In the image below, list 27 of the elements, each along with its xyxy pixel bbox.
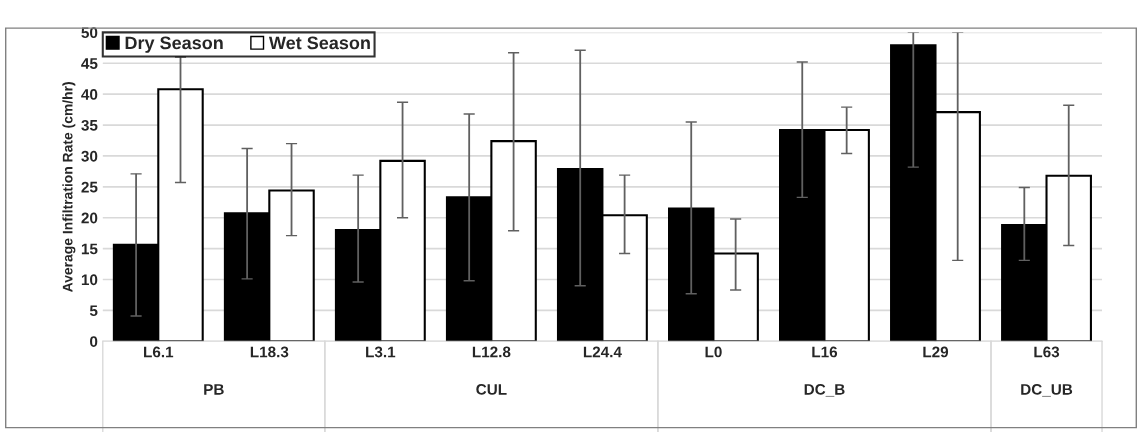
x-tick-label: L0 — [705, 346, 722, 358]
y-tick-label: 10 — [81, 274, 98, 286]
y-tick-label: 5 — [89, 305, 98, 317]
y-tick-label: 45 — [81, 58, 98, 69]
y-tick-label: 40 — [81, 89, 98, 100]
x-tick-label: L6.1 — [144, 346, 174, 358]
text: DC_UB — [1021, 383, 1073, 397]
y-tick-label: 50 — [81, 27, 98, 39]
y-tick-label: 20 — [81, 212, 98, 224]
text: CUL — [476, 383, 507, 395]
x-tick-label: L24.4 — [583, 346, 622, 358]
y-tick-label: 35 — [81, 119, 98, 131]
y-tick-label: 0 — [90, 336, 98, 347]
x-tick-label: L63 — [1034, 346, 1060, 358]
x-tick-label: L3.1 — [366, 346, 396, 358]
x-tick-label: L12.8 — [472, 346, 511, 358]
y-tick-label: 25 — [81, 181, 98, 193]
legend-label: Dry Season — [125, 36, 223, 53]
text: DC_B — [804, 383, 845, 397]
text: PB — [204, 384, 224, 395]
legend-label: Wet Season — [268, 36, 370, 50]
x-tick-label: L18.3 — [250, 346, 289, 358]
y-tick-label: 15 — [81, 243, 98, 255]
x-tick-label: L29 — [923, 346, 949, 358]
x-tick-label: L16 — [812, 346, 838, 358]
y-axis-title: Average Infiltration Rate (cm/hr) — [62, 82, 76, 292]
y-tick-label: 30 — [81, 150, 98, 162]
